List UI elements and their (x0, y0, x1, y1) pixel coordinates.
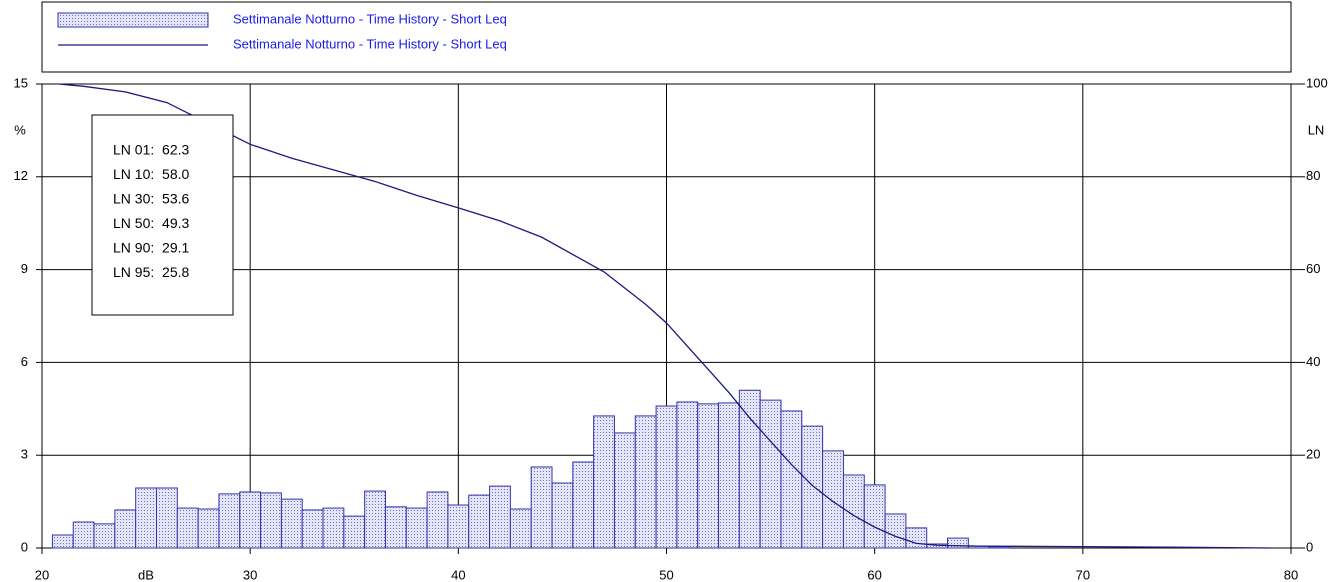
x-tick-label: 20 (35, 567, 49, 582)
y2-tick-label: 0 (1306, 539, 1313, 554)
x-tick-label: 80 (1284, 567, 1298, 582)
bar (884, 513, 907, 549)
y2-tick-label: 60 (1306, 261, 1320, 276)
x-tick-label: 50 (659, 567, 673, 582)
bar (676, 401, 699, 549)
bar (301, 509, 324, 549)
bar (697, 403, 720, 549)
bar (155, 487, 178, 549)
annotation: LN 10: 58.0 (113, 166, 189, 182)
annotation: LN 90: 29.1 (113, 240, 189, 256)
bar (72, 521, 95, 549)
bar (343, 515, 366, 549)
bar (447, 504, 470, 549)
bar (51, 534, 74, 549)
annotation: LN 30: 53.6 (113, 191, 189, 207)
bar (468, 494, 491, 549)
bar (364, 490, 386, 549)
y2-tick-label: 40 (1306, 354, 1320, 369)
annotation: LN 95: 25.8 (113, 264, 189, 280)
legend-swatch (57, 12, 209, 28)
annotation-box (91, 114, 234, 316)
bar (489, 485, 511, 549)
bar (988, 546, 1011, 549)
bar (530, 466, 553, 549)
bar (384, 506, 407, 549)
y-axis-label: % (14, 122, 26, 137)
bar (280, 498, 303, 549)
annotation: LN 50: 49.3 (113, 215, 189, 231)
annotation: LN 01: 62.3 (113, 142, 189, 158)
bar (947, 537, 969, 549)
bar (197, 508, 220, 549)
bar (863, 484, 886, 549)
bar (718, 402, 740, 549)
bar (738, 389, 761, 549)
bar (572, 461, 595, 549)
bar (613, 432, 636, 549)
y2-axis-label: LN (1308, 122, 1325, 137)
bar (218, 493, 241, 549)
bar (114, 509, 137, 549)
bar (260, 492, 282, 549)
y-tick-label: 6 (21, 354, 28, 369)
bar (634, 415, 657, 549)
y-tick-label: 15 (14, 75, 28, 90)
x-tick-label: 40 (451, 567, 465, 582)
y-tick-label: 9 (21, 261, 28, 276)
bar (655, 405, 678, 549)
bar (801, 425, 824, 549)
legend-label: Settimanale Notturno - Time History - Sh… (233, 36, 507, 51)
bar (426, 491, 449, 549)
y2-tick-label: 100 (1306, 75, 1328, 90)
bar (405, 507, 428, 549)
cumulative-line (58, 83, 1271, 549)
y-tick-label: 12 (14, 168, 28, 183)
bar (93, 523, 116, 549)
y2-tick-label: 80 (1306, 168, 1320, 183)
bar (135, 487, 157, 549)
y-tick-label: 0 (21, 539, 28, 554)
bar (176, 507, 199, 549)
bar (842, 474, 865, 549)
bar (905, 527, 928, 549)
x-tick-label: 70 (1076, 567, 1090, 582)
bar (322, 507, 345, 549)
legend-box (41, 1, 1292, 73)
bar (239, 491, 262, 549)
bar (759, 399, 782, 549)
bar (593, 415, 615, 549)
bar (822, 450, 844, 549)
bar (780, 410, 803, 549)
bar (551, 482, 574, 549)
legend-label: Settimanale Notturno - Time History - Sh… (233, 11, 507, 26)
x-tick-label: 30 (243, 567, 257, 582)
x-axis-label: dB (138, 567, 154, 582)
bar (509, 508, 532, 549)
y2-tick-label: 20 (1306, 447, 1320, 462)
y-tick-label: 3 (21, 447, 28, 462)
x-tick-label: 60 (867, 567, 881, 582)
